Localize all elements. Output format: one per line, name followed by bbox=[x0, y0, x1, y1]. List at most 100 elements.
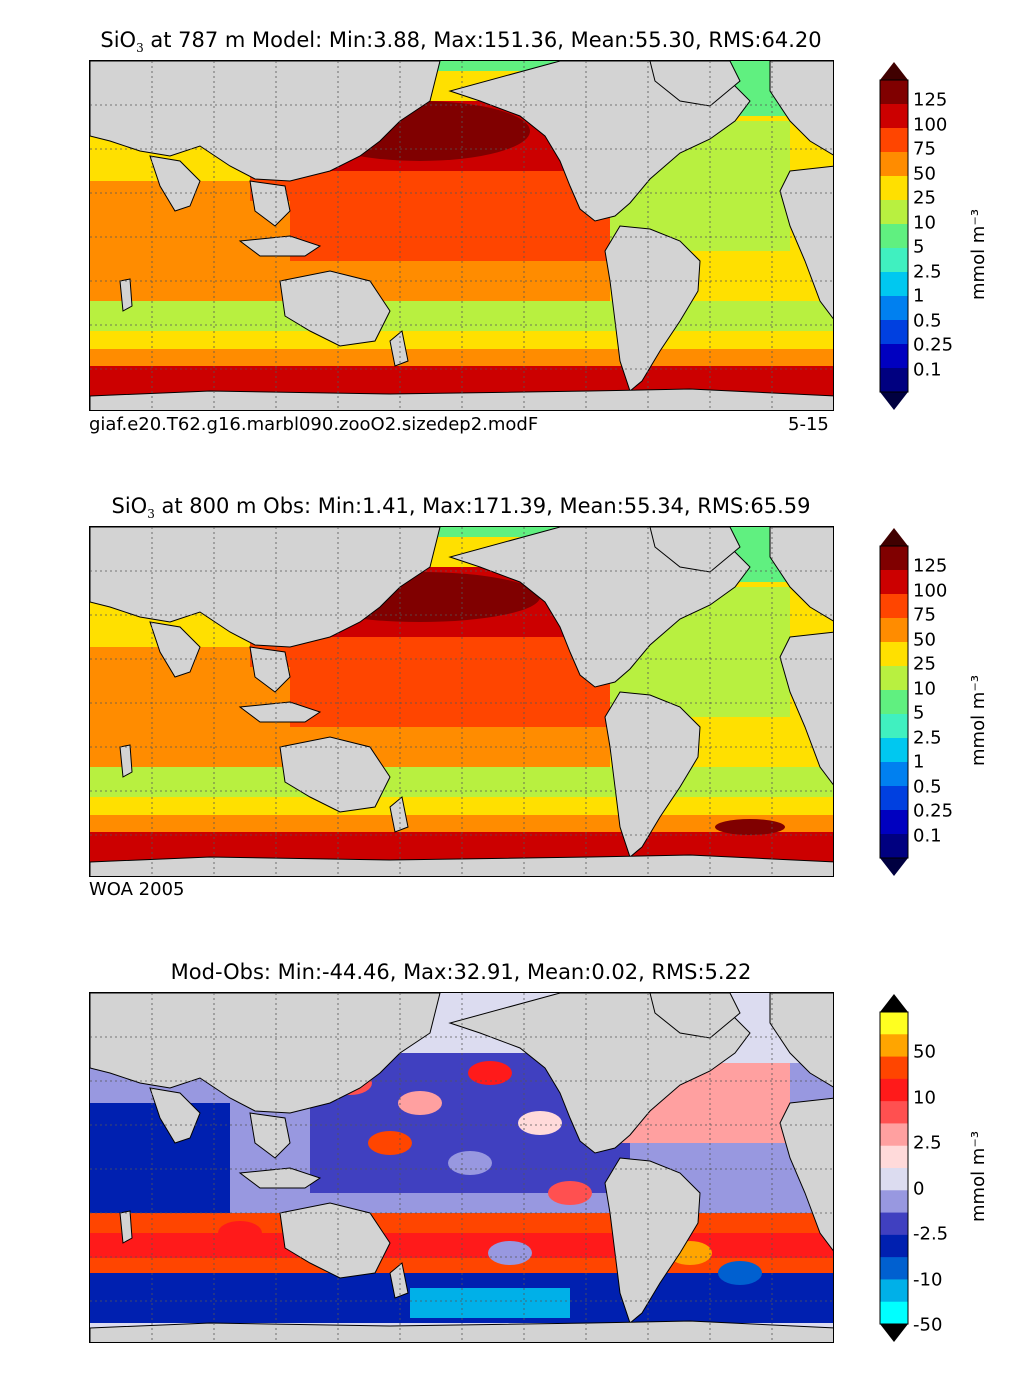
colorbar-segment bbox=[880, 762, 908, 787]
title-subscript: 3 bbox=[147, 507, 155, 522]
colorbar-segment bbox=[880, 834, 908, 859]
colorbar-segment bbox=[880, 1078, 908, 1102]
colorbar-tick-label: 125 bbox=[913, 89, 948, 111]
panel-title: SiO3 at 800 m Obs: Min:1.41, Max:171.39,… bbox=[0, 494, 922, 521]
colorbar-segment bbox=[880, 546, 908, 571]
colorbar-segment bbox=[880, 570, 908, 595]
land-mask bbox=[90, 993, 833, 1342]
panel-title: Mod-Obs: Min:-44.46, Max:32.91, Mean:0.0… bbox=[0, 960, 922, 984]
colorbar-segment bbox=[880, 1101, 908, 1124]
panel-model: SiO3 at 787 m Model: Min:3.88, Max:151.3… bbox=[0, 0, 1022, 460]
colorbar-overflow-top bbox=[880, 994, 908, 1012]
colorbar-tick-label: 10 bbox=[913, 678, 936, 699]
colorbar-segment bbox=[880, 152, 908, 177]
colorbar-segment bbox=[880, 1056, 908, 1080]
colorbar-tick-label: 0.25 bbox=[913, 800, 954, 822]
colorbar-segment bbox=[880, 714, 908, 739]
colorbar-tick-label: -50 bbox=[913, 1314, 943, 1336]
colorbar-tick-label: 10 bbox=[913, 212, 936, 233]
colorbar-segment bbox=[880, 1212, 908, 1236]
colorbar-tick-label: -10 bbox=[913, 1269, 943, 1290]
obs-map bbox=[89, 526, 834, 877]
colorbar-segment bbox=[880, 666, 908, 691]
colorbar-overflow-top bbox=[880, 528, 908, 546]
colorbar-segment bbox=[880, 1145, 908, 1169]
colorbar-segment bbox=[880, 200, 908, 225]
colorbar-tick-label: 125 bbox=[913, 555, 948, 577]
colorbar-segment bbox=[880, 248, 908, 273]
colorbar-segment bbox=[880, 1190, 908, 1214]
panel-title: SiO3 at 787 m Model: Min:3.88, Max:151.3… bbox=[0, 28, 922, 55]
colorbar bbox=[879, 992, 909, 1344]
colorbar-tick-label: 1 bbox=[913, 751, 925, 773]
colorbar-segment bbox=[880, 1301, 908, 1325]
colorbar-tick-label: 10 bbox=[913, 1087, 936, 1108]
colorbar-segment bbox=[880, 738, 908, 763]
colorbar-segment bbox=[880, 1168, 908, 1191]
colorbar-tick-label: 2.5 bbox=[913, 261, 942, 282]
colorbar-tick-label: 0.5 bbox=[913, 776, 942, 797]
colorbar-tick-label: 1 bbox=[913, 285, 925, 307]
colorbar-segment bbox=[880, 1234, 908, 1258]
colorbar-segment bbox=[880, 810, 908, 835]
colorbar bbox=[879, 60, 909, 412]
colorbar-overflow-bottom bbox=[880, 858, 908, 876]
colorbar-segment bbox=[880, 368, 908, 393]
colorbar-tick-label: 5 bbox=[913, 236, 925, 258]
land-mask bbox=[90, 527, 833, 876]
title-stats: at 800 m Obs: Min:1.41, Max:171.39, Mean… bbox=[154, 494, 811, 518]
colorbar-tick-label: 0 bbox=[913, 1178, 925, 1199]
colorbar-segment bbox=[880, 1123, 908, 1147]
colorbar-tick-label: 2.5 bbox=[913, 1132, 942, 1154]
map-gridlines bbox=[90, 527, 833, 876]
colorbar-segment bbox=[880, 272, 908, 297]
colorbar-segment bbox=[880, 786, 908, 811]
title-prefix: SiO bbox=[111, 494, 148, 518]
panel-obs: SiO3 at 800 m Obs: Min:1.41, Max:171.39,… bbox=[0, 494, 989, 900]
caption-dataset: WOA 2005 bbox=[89, 879, 185, 900]
colorbar-segment bbox=[880, 642, 908, 667]
colorbar-unit-label: mmol m⁻³ bbox=[968, 1130, 989, 1222]
title-stats: Mod-Obs: Min:-44.46, Max:32.91, Mean:0.0… bbox=[170, 960, 752, 984]
colorbar-segment bbox=[880, 344, 908, 369]
colorbar-segment bbox=[880, 618, 908, 643]
colorbar-tick-label: 50 bbox=[913, 629, 936, 650]
colorbar-segment bbox=[880, 1257, 908, 1280]
colorbar-overflow-top bbox=[880, 62, 908, 80]
colorbar-segment bbox=[880, 104, 908, 129]
colorbar-segment bbox=[880, 80, 908, 105]
colorbar-segment bbox=[880, 320, 908, 345]
colorbar-overflow-bottom bbox=[880, 392, 908, 410]
colorbar-segment bbox=[880, 224, 908, 249]
colorbar-tick-label: 75 bbox=[913, 604, 936, 626]
colorbar-tick-label: 0.5 bbox=[913, 310, 942, 331]
colorbar-tick-label: -2.5 bbox=[913, 1223, 949, 1245]
land-mask bbox=[90, 61, 833, 410]
map-gridlines bbox=[90, 61, 833, 410]
caption-years: 5-15 bbox=[788, 414, 829, 435]
title-stats: at 787 m Model: Min:3.88, Max:151.36, Me… bbox=[143, 28, 822, 52]
model-map bbox=[89, 60, 834, 411]
colorbar-tick-label: 2.5 bbox=[913, 727, 942, 748]
colorbar bbox=[879, 526, 909, 878]
colorbar-tick-label: 50 bbox=[913, 163, 936, 184]
colorbar-tick-label: 75 bbox=[913, 138, 936, 160]
colorbar-segment bbox=[880, 176, 908, 201]
colorbar-segment bbox=[880, 128, 908, 153]
title-prefix: SiO bbox=[100, 28, 137, 52]
caption-run-name: giaf.e20.T62.g16.marbl090.zooO2.sizedep2… bbox=[89, 414, 539, 435]
colorbar-tick-label: 100 bbox=[913, 114, 948, 135]
title-subscript: 3 bbox=[136, 41, 144, 56]
colorbar-tick-label: 100 bbox=[913, 580, 948, 601]
map-gridlines bbox=[90, 993, 833, 1342]
colorbar-segment bbox=[880, 1279, 908, 1303]
colorbar-tick-label: 25 bbox=[913, 187, 936, 209]
colorbar-segment bbox=[880, 1034, 908, 1058]
colorbar-segment bbox=[880, 1012, 908, 1035]
difference-map bbox=[89, 992, 834, 1343]
colorbar-tick-label: 0.1 bbox=[913, 359, 942, 380]
colorbar-segment bbox=[880, 296, 908, 321]
colorbar-tick-label: 25 bbox=[913, 653, 936, 675]
colorbar-overflow-bottom bbox=[880, 1324, 908, 1342]
